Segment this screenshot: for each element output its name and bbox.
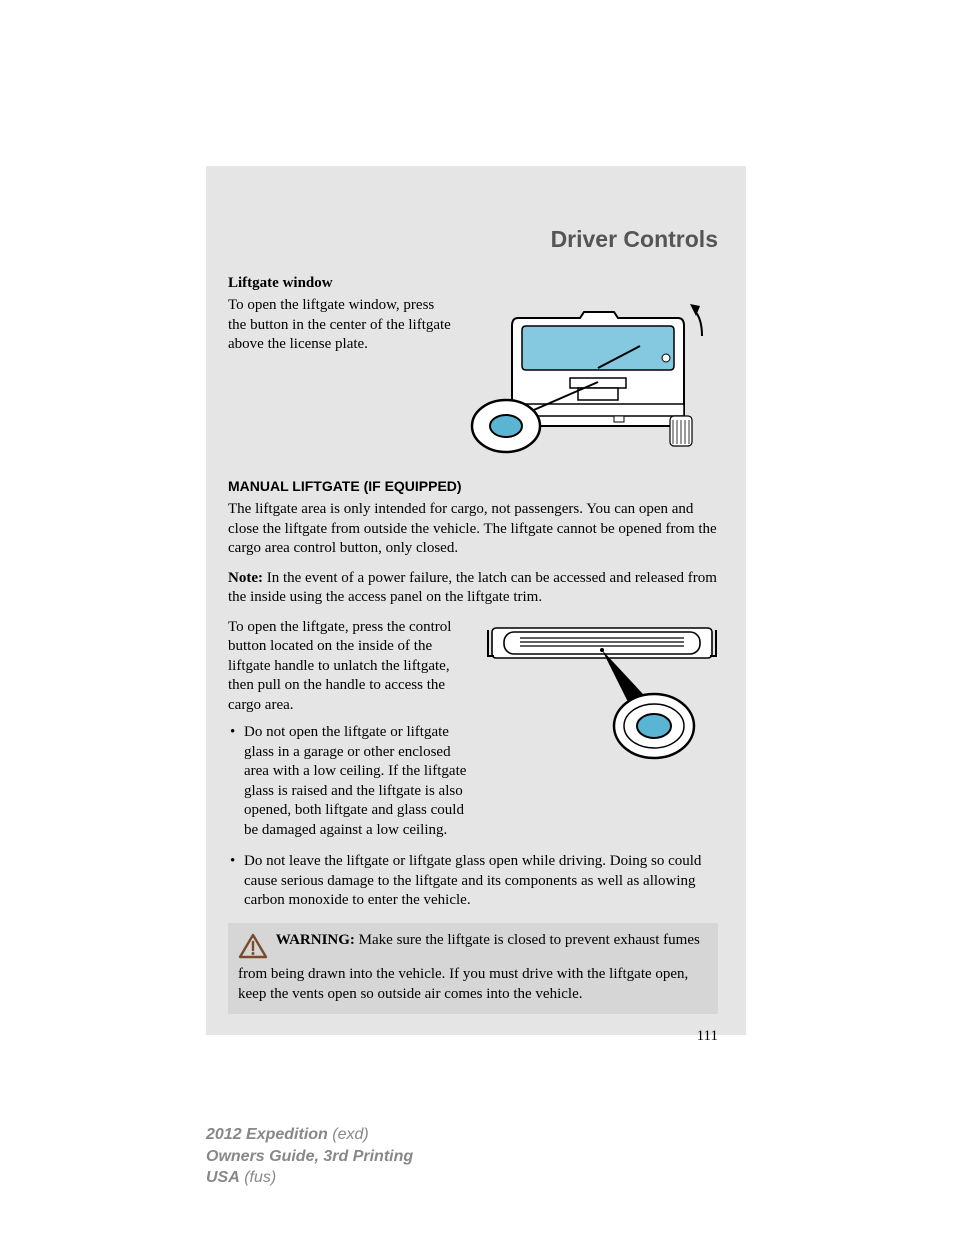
footer: 2012 Expedition (exd) Owners Guide, 3rd … — [206, 1124, 413, 1189]
liftgate-window-heading: Liftgate window — [228, 275, 718, 292]
page-content: Driver Controls Liftgate window To open … — [206, 166, 746, 1065]
page-number: 111 — [228, 1028, 718, 1045]
section-title: Driver Controls — [228, 226, 718, 253]
warning-box: WARNING: Make sure the liftgate is close… — [228, 923, 718, 1015]
footer-line-1: 2012 Expedition (exd) — [206, 1124, 413, 1146]
footer-line-2: Owners Guide, 3rd Printing — [206, 1146, 413, 1168]
warning-icon — [238, 933, 268, 966]
warning-label: WARNING: — [276, 932, 355, 948]
manual-liftgate-p3: To open the liftgate, press the control … — [228, 618, 472, 716]
liftgate-handle-figure — [486, 618, 718, 768]
manual-liftgate-col: To open the liftgate, press the control … — [228, 618, 472, 847]
list-item: Do not open the liftgate or liftgate gla… — [228, 723, 472, 840]
bullet-list-bottom: Do not leave the liftgate or liftgate gl… — [228, 852, 718, 911]
list-item: Do not leave the liftgate or liftgate gl… — [228, 852, 718, 911]
footer-line-3: USA (fus) — [206, 1167, 413, 1189]
liftgate-window-row: To open the liftgate window, press the b… — [228, 296, 718, 460]
manual-liftgate-p1: The liftgate area is only intended for c… — [228, 500, 718, 559]
note-text: In the event of a power failure, the lat… — [228, 570, 717, 606]
footer-region: USA — [206, 1169, 240, 1186]
footer-model: 2012 Expedition — [206, 1126, 328, 1143]
footer-code1: (exd) — [328, 1126, 369, 1143]
bullet-list-top: Do not open the liftgate or liftgate gla… — [228, 723, 472, 840]
liftgate-window-text: To open the liftgate window, press the b… — [228, 296, 456, 460]
vehicle-rear-figure — [470, 296, 718, 460]
manual-liftgate-row: To open the liftgate, press the control … — [228, 618, 718, 847]
note-label: Note: — [228, 570, 263, 586]
manual-liftgate-note: Note: In the event of a power failure, t… — [228, 569, 718, 608]
footer-code2: (fus) — [240, 1169, 276, 1186]
manual-liftgate-heading: MANUAL LIFTGATE (IF EQUIPPED) — [228, 478, 718, 494]
